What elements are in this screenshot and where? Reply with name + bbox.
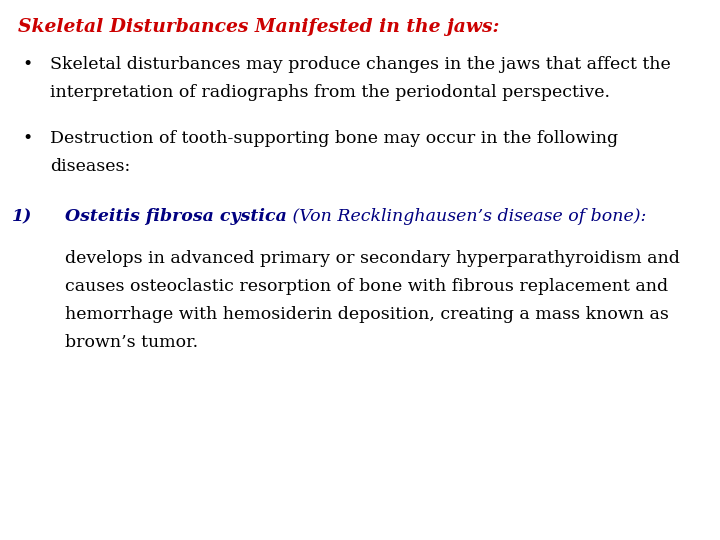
Text: Skeletal disturbances may produce changes in the jaws that affect the: Skeletal disturbances may produce change… — [50, 56, 671, 73]
Text: Osteitis fibrosa cystica: Osteitis fibrosa cystica — [65, 208, 287, 225]
Text: brown’s tumor.: brown’s tumor. — [65, 334, 198, 351]
Text: •: • — [22, 56, 32, 73]
Text: causes osteoclastic resorption of bone with fibrous replacement and: causes osteoclastic resorption of bone w… — [65, 278, 668, 295]
Text: interpretation of radiographs from the periodontal perspective.: interpretation of radiographs from the p… — [50, 84, 610, 101]
Text: develops in advanced primary or secondary hyperparathyroidism and: develops in advanced primary or secondar… — [65, 250, 680, 267]
Text: 1): 1) — [12, 208, 32, 225]
Text: hemorrhage with hemosiderin deposition, creating a mass known as: hemorrhage with hemosiderin deposition, … — [65, 306, 669, 323]
Text: Skeletal Disturbances Manifested in the jaws:: Skeletal Disturbances Manifested in the … — [18, 18, 500, 36]
Text: (Von Recklinghausen’s disease of bone):: (Von Recklinghausen’s disease of bone): — [287, 208, 647, 225]
Text: Destruction of tooth-supporting bone may occur in the following: Destruction of tooth-supporting bone may… — [50, 130, 618, 147]
Text: •: • — [22, 130, 32, 147]
Text: diseases:: diseases: — [50, 158, 130, 175]
